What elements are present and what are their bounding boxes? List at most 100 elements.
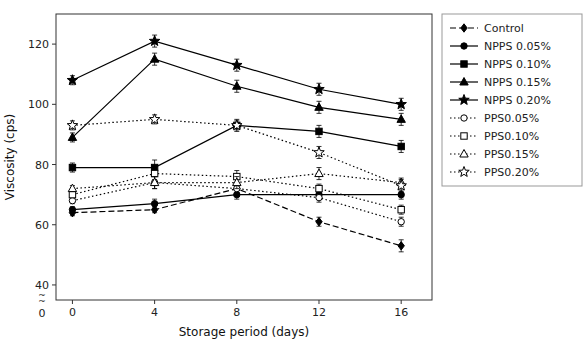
- error-bar-cap: [234, 71, 239, 72]
- annotation: 0: [39, 307, 46, 320]
- x-tick: [72, 300, 73, 304]
- annotation-line: 0: [39, 307, 46, 320]
- error-bar: [152, 199, 157, 208]
- point: [67, 75, 77, 85]
- error-bar-cap: [234, 193, 239, 194]
- point: [151, 170, 157, 176]
- error-bar-cap: [152, 188, 157, 189]
- point: [69, 191, 75, 197]
- legend-item: Control: [450, 22, 524, 35]
- y-tick: [52, 224, 56, 225]
- legend-item: PPS0.05%: [450, 112, 539, 125]
- series: [68, 53, 405, 142]
- legend-label: Control: [484, 22, 524, 35]
- error-bar-cap: [399, 239, 404, 240]
- point: [398, 143, 404, 149]
- legend-item: PPS0.10%: [450, 130, 539, 143]
- annotation-line: ~: [38, 296, 46, 306]
- x-tick-label: 16: [394, 306, 408, 319]
- series-line: [72, 59, 401, 137]
- error-bar-cap: [152, 199, 157, 200]
- x-tick: [236, 300, 237, 304]
- error-bar-cap: [399, 214, 404, 215]
- error-bar: [316, 125, 321, 137]
- error-bar-cap: [152, 167, 157, 168]
- error-bar-cap: [316, 137, 321, 138]
- error-bar-cap: [152, 176, 157, 177]
- series: [68, 168, 405, 192]
- error-bar-cap: [70, 129, 75, 130]
- point: [316, 128, 322, 134]
- error-bar: [70, 163, 75, 172]
- series: [69, 168, 404, 215]
- point: [398, 191, 404, 197]
- series: [69, 177, 404, 227]
- legend-marker: [460, 78, 468, 86]
- legend-item: PPS0.20%: [450, 166, 539, 179]
- error-bar: [399, 205, 404, 214]
- series: [67, 114, 406, 192]
- legend-label: NPPS 0.10%: [484, 58, 551, 71]
- x-tick-label: 4: [151, 306, 158, 319]
- y-tick: [52, 284, 56, 285]
- error-bar-cap: [234, 199, 239, 200]
- chart: 0481216406080100120Storage period (days)…: [0, 0, 588, 355]
- point: [232, 60, 242, 70]
- point: [396, 99, 406, 109]
- legend-label: PPS0.05%: [484, 112, 539, 125]
- legend-label: NPPS 0.15%: [484, 76, 551, 89]
- series-line: [72, 174, 401, 210]
- error-bar-cap: [234, 131, 239, 132]
- series: [67, 35, 406, 110]
- point: [69, 197, 75, 203]
- y-axis-label: Viscosity (cps): [3, 114, 17, 201]
- error-bar-cap: [399, 110, 404, 111]
- error-bar-cap: [234, 188, 239, 189]
- error-bar: [399, 140, 404, 152]
- point: [314, 147, 324, 157]
- error-bar: [316, 184, 321, 193]
- point: [68, 184, 76, 192]
- error-bar-cap: [316, 202, 321, 203]
- point: [315, 169, 323, 177]
- error-bar: [316, 193, 321, 202]
- error-bar-cap: [70, 172, 75, 173]
- error-bar-cap: [316, 179, 321, 180]
- legend-box: [442, 14, 582, 186]
- y-tick-label: 100: [28, 98, 49, 111]
- x-tick: [318, 300, 319, 304]
- series-line: [72, 125, 401, 167]
- legend-item: NPPS 0.10%: [450, 58, 551, 71]
- series-line: [72, 183, 401, 222]
- legend: Control NPPS 0.05% NPPS 0.10% NPPS 0.15% NPP…: [442, 14, 582, 186]
- point: [67, 120, 77, 130]
- error-bar-cap: [152, 208, 157, 209]
- error-bar-cap: [152, 176, 157, 177]
- error-bar-cap: [316, 193, 321, 194]
- error-bar-cap: [152, 123, 157, 124]
- point: [397, 115, 405, 123]
- error-bar-cap: [399, 191, 404, 192]
- point: [150, 55, 158, 63]
- error-bar-cap: [399, 152, 404, 153]
- x-tick-label: 12: [312, 306, 326, 319]
- legend-marker: [459, 95, 469, 105]
- error-bar: [70, 207, 75, 213]
- error-bar: [316, 217, 321, 226]
- legend-marker: [461, 133, 467, 139]
- error-bar-cap: [399, 140, 404, 141]
- point: [233, 82, 241, 90]
- series-line: [72, 174, 401, 189]
- error-bar-cap: [152, 188, 157, 189]
- legend-marker: [461, 115, 467, 121]
- point: [316, 194, 322, 200]
- legend-item: NPPS 0.20%: [450, 94, 551, 107]
- error-bar-cap: [70, 163, 75, 164]
- error-bar-cap: [399, 226, 404, 227]
- legend-marker: [461, 24, 467, 32]
- x-tick-label: 8: [233, 306, 240, 319]
- legend-item: NPPS 0.05%: [450, 40, 551, 53]
- error-bar-cap: [152, 53, 157, 54]
- y-tick: [52, 44, 56, 45]
- point: [316, 218, 322, 226]
